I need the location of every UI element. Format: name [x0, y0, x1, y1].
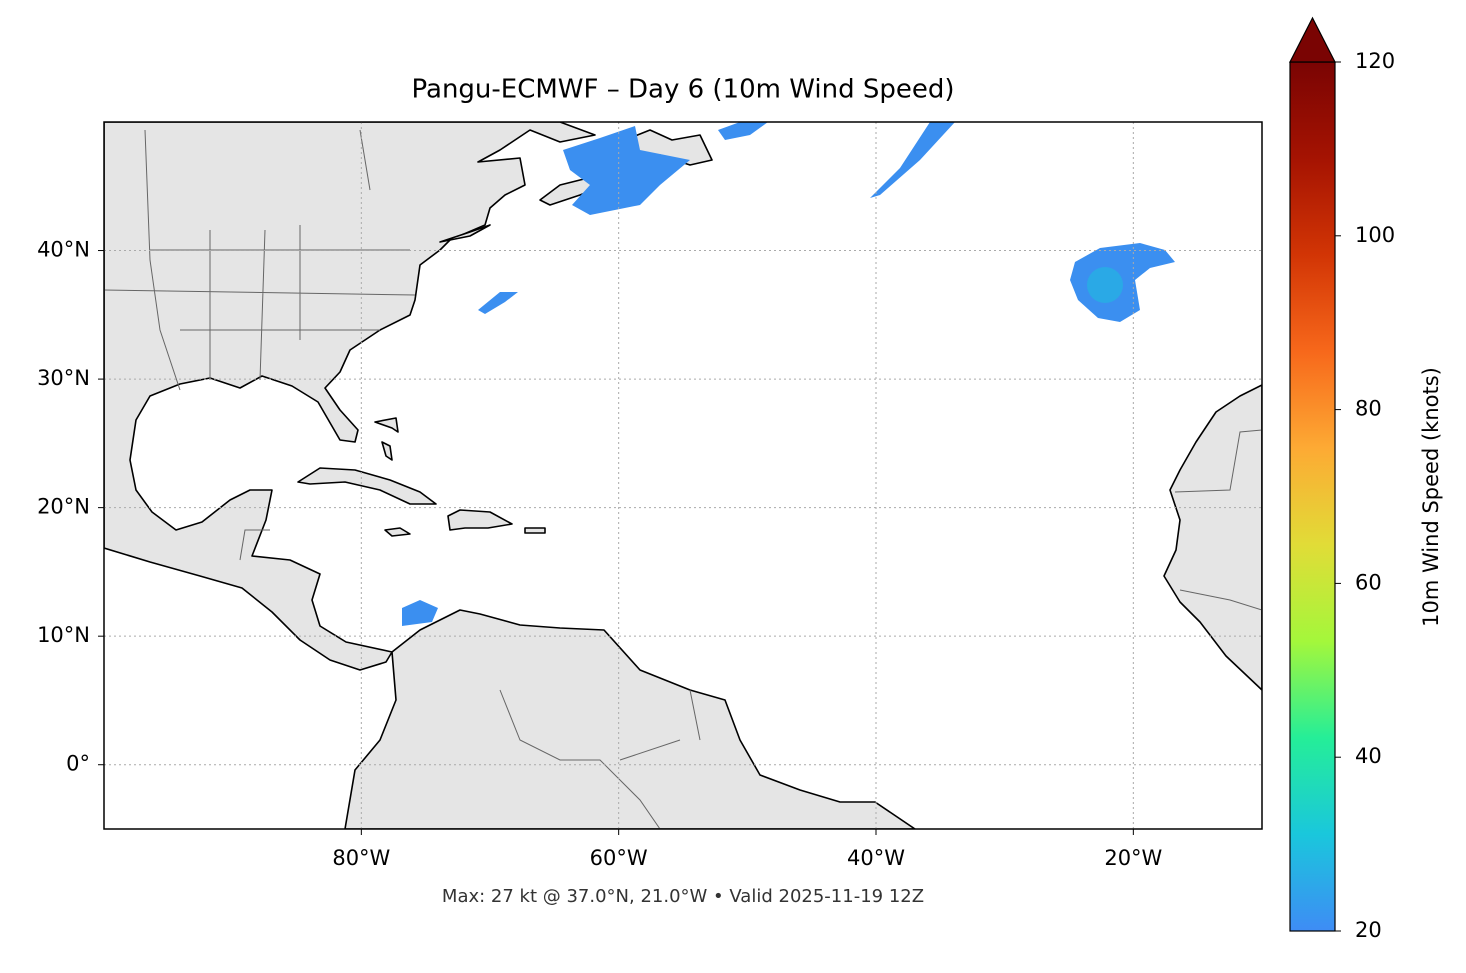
colorbar: [1289, 61, 1336, 932]
wind-swath: [478, 292, 518, 314]
wind-swath: [402, 600, 438, 626]
annotation: Max: 27 kt @ 37.0°N, 21.0°W • Valid 2025…: [442, 886, 924, 907]
wind-core: [1087, 267, 1123, 303]
map: [104, 122, 1262, 829]
jamaica: [384, 527, 411, 537]
cuba: [297, 467, 437, 505]
wind-swath: [870, 122, 955, 198]
colorbar-extend: [1289, 16, 1336, 63]
chart-title: Pangu-ECMWF – Day 6 (10m Wind Speed): [412, 75, 955, 105]
colorbar-tick-label: 20: [1355, 918, 1382, 942]
colorbar-tick-label: 60: [1355, 570, 1382, 594]
x-tick-label: 20°W: [1104, 846, 1162, 870]
bahamas: [374, 417, 399, 461]
x-tick-label: 80°W: [332, 846, 390, 870]
hispaniola: [447, 509, 513, 531]
colorbar-tick-label: 40: [1355, 744, 1382, 768]
plot-frame: [103, 121, 1263, 830]
north-america: [104, 122, 596, 671]
y-tick-label: 40°N: [37, 238, 90, 262]
y-tick-label: 20°N: [37, 495, 90, 519]
long-island: [439, 224, 491, 243]
x-tick-label: 60°W: [590, 846, 648, 870]
colorbar-tick-label: 100: [1355, 223, 1395, 247]
x-tick-label: 40°W: [847, 846, 905, 870]
state-borders: [104, 129, 1262, 829]
south-america: [344, 609, 916, 829]
colorbar-tick-label: 120: [1355, 49, 1395, 73]
colorbar-tick-label: 80: [1355, 397, 1382, 421]
y-tick-label: 30°N: [37, 366, 90, 390]
y-tick-label: 0°: [66, 752, 90, 776]
wind-swath: [563, 126, 690, 215]
wind-swath: [718, 122, 768, 140]
africa: [1163, 384, 1262, 691]
y-tick-label: 10°N: [37, 623, 90, 647]
colorbar-label: 10m Wind Speed (knots): [1419, 367, 1443, 627]
puerto-rico: [524, 527, 546, 534]
